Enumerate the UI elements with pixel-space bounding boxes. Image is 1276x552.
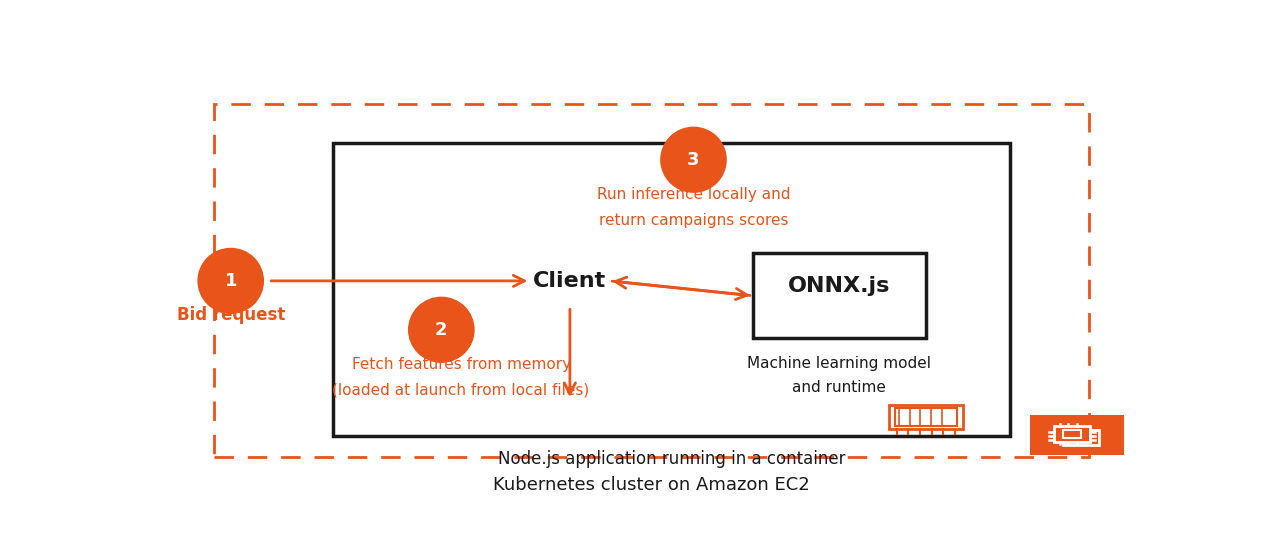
Text: 3: 3	[688, 151, 699, 169]
Text: Machine learning model: Machine learning model	[748, 356, 931, 371]
Text: Fetch features from memory: Fetch features from memory	[352, 357, 570, 373]
Text: (loaded at launch from local files): (loaded at launch from local files)	[333, 383, 590, 398]
Text: Node.js application running in a container: Node.js application running in a contain…	[498, 450, 845, 469]
Ellipse shape	[661, 128, 726, 192]
Bar	[753, 253, 926, 338]
Ellipse shape	[198, 248, 263, 314]
Text: return campaigns scores: return campaigns scores	[598, 213, 789, 228]
Bar	[1063, 430, 1081, 438]
Text: Kubernetes cluster on Amazon EC2: Kubernetes cluster on Amazon EC2	[493, 476, 810, 494]
Bar	[894, 408, 957, 426]
Bar	[1063, 430, 1099, 445]
Text: Bid request: Bid request	[176, 306, 285, 324]
Text: 2: 2	[435, 321, 448, 339]
Text: Run inference locally and: Run inference locally and	[597, 187, 790, 203]
Ellipse shape	[408, 298, 473, 362]
Text: ONNX.js: ONNX.js	[789, 275, 891, 295]
Bar	[333, 143, 1011, 436]
Bar	[1030, 415, 1124, 455]
Text: 1: 1	[225, 272, 237, 290]
Text: Client: Client	[533, 271, 606, 291]
Text: and runtime: and runtime	[792, 380, 887, 395]
Bar	[889, 405, 963, 428]
Bar	[1054, 427, 1090, 442]
Bar	[214, 104, 1090, 457]
